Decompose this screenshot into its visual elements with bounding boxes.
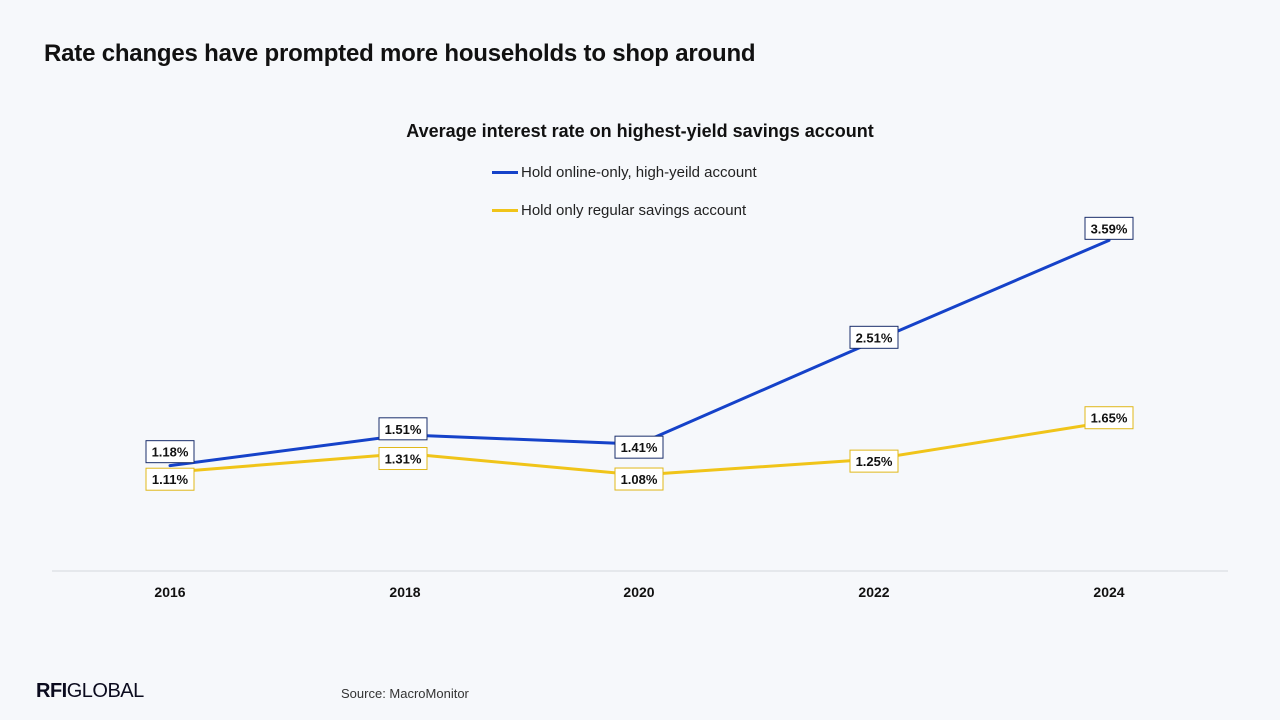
data-label-online-2022: 2.51% (856, 330, 893, 345)
legend-item-regular: Hold only regular savings account (492, 200, 746, 220)
data-label-regular-2022: 1.25% (856, 454, 893, 469)
data-label-box-regular-2022 (849, 449, 899, 473)
data-label-box-regular-2024 (1084, 406, 1134, 430)
data-label-regular-2016: 1.11% (152, 472, 189, 487)
legend-swatch-regular (492, 208, 518, 212)
logo-bold-text: RFI (36, 680, 67, 702)
data-label-box-online-2024 (1084, 216, 1134, 240)
data-label-regular-2024: 1.65% (1091, 411, 1128, 426)
data-label-box-regular-2020 (614, 467, 664, 491)
source-note: Source: MacroMonitor (341, 686, 469, 701)
data-label-online-2020: 1.41% (621, 440, 658, 455)
data-label-box-regular-2016 (145, 467, 195, 491)
x-tick-label-2024: 2024 (1093, 584, 1124, 600)
rfi-global-logo: RFIGLOBAL (36, 680, 144, 703)
data-label-regular-2018: 1.31% (385, 452, 422, 467)
data-label-box-online-2018 (378, 417, 428, 441)
x-tick-label-2016: 2016 (154, 584, 185, 600)
chart-title: Average interest rate on highest-yield s… (406, 121, 874, 141)
legend-swatch-online (492, 170, 518, 174)
logo-rest-text: GLOBAL (66, 680, 145, 702)
legend-label-online: Hold online-only, high-yeild account (521, 163, 757, 181)
x-tick-label-2022: 2022 (858, 584, 889, 600)
data-label-online-2016: 1.18% (152, 445, 189, 460)
data-label-box-online-2016 (145, 440, 195, 464)
series-line-online (168, 238, 1111, 468)
data-label-regular-2020: 1.08% (621, 472, 658, 487)
legend-label-regular: Hold only regular savings account (521, 201, 747, 219)
data-label-box-online-2020 (614, 435, 664, 459)
data-label-online-2024: 3.59% (1091, 221, 1128, 236)
data-label-box-regular-2018 (378, 447, 428, 471)
x-tick-label-2020: 2020 (623, 584, 654, 600)
legend-item-online: Hold online-only, high-yeild account (492, 162, 757, 182)
headline: Rate changes have prompted more househol… (44, 40, 756, 67)
data-label-box-online-2022 (849, 325, 899, 349)
x-tick-label-2018: 2018 (389, 584, 420, 600)
data-label-online-2018: 1.51% (385, 422, 422, 437)
